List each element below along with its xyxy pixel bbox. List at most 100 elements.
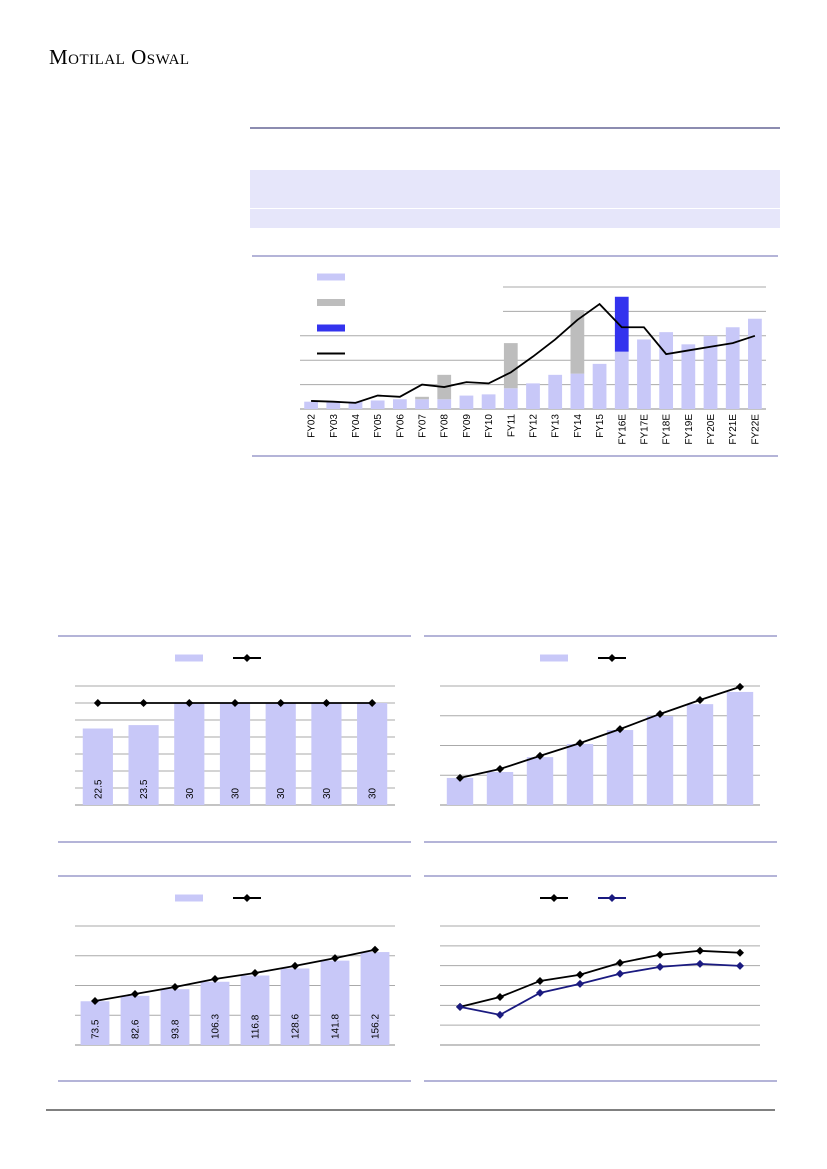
bar [348,401,363,409]
bar [370,400,385,409]
bar [606,730,634,805]
line [459,962,741,1016]
marker [93,699,102,707]
bar [357,703,388,805]
marker [322,699,331,707]
bar [415,399,429,409]
legend-marker [608,894,616,902]
bar [681,344,696,409]
bar [526,383,540,409]
marker [736,948,744,957]
marker [616,969,624,978]
x-tick-label: FY22E [750,414,761,445]
line [459,949,741,1008]
data-label: 30 [185,787,196,799]
bar [80,1001,110,1045]
marker [696,946,704,955]
table-band [250,170,780,208]
bar [570,373,585,409]
bar [360,952,390,1045]
bar [437,399,452,409]
bar [486,771,514,805]
x-tick-label: FY13 [551,414,562,438]
marker [576,970,584,979]
bar [526,757,554,805]
bar [240,975,270,1045]
bar [265,703,296,805]
x-tick-label: FY20E [706,414,717,445]
x-tick-label: FY12 [529,414,540,438]
x-tick-label: FY16E [617,414,628,445]
marker [368,699,377,707]
bar [219,703,251,805]
bar [748,318,762,409]
bar [200,981,230,1045]
data-label: 30 [322,787,333,799]
marker [231,699,239,707]
bar [311,703,342,805]
legend-swatch [175,894,203,902]
bar [415,396,429,400]
legend-swatch [540,654,568,662]
bar [326,401,341,409]
bar [174,703,205,805]
legend-swatch [317,299,345,306]
x-tick-label: FY06 [395,414,406,438]
marker [616,958,624,967]
bar [392,399,407,409]
marker [331,954,339,963]
bar [82,728,113,805]
x-tick-label: FY03 [329,414,340,438]
x-tick-label: FY17E [639,414,650,445]
data-label: 93.8 [171,1019,182,1039]
marker [291,961,299,970]
marker [496,993,504,1002]
data-label: 156.2 [371,1014,382,1039]
data-label: 73.5 [91,1019,102,1039]
line [94,948,376,1002]
marker [656,950,664,959]
x-tick-label: FY08 [440,414,451,438]
table-band [250,209,780,228]
marker [276,699,285,707]
x-tick-label: FY19E [684,414,695,445]
marker [185,699,194,707]
bar [481,394,496,409]
bar [646,716,674,805]
bar [592,363,607,409]
marker [576,979,584,988]
marker [536,976,544,985]
legend-marker [243,654,251,662]
bar [614,296,629,352]
bar [703,335,718,409]
x-tick-label: FY15 [595,414,606,438]
bar [503,343,518,389]
bar [503,388,518,409]
brand: Motilal Oswal [49,45,190,69]
marker [656,709,664,718]
x-tick-label: FY14 [573,414,584,438]
legend-swatch [317,273,345,281]
bar [659,332,674,409]
legend-marker [550,894,558,902]
marker [251,969,259,978]
x-tick-label: FY04 [351,414,362,438]
data-label: 22.5 [93,779,104,799]
marker [656,962,664,971]
bar [566,744,594,805]
bar [304,401,318,409]
marker [576,739,584,748]
bar [446,777,474,805]
legend-swatch [317,324,345,332]
marker [131,990,139,999]
legend-swatch [175,654,203,662]
bar [548,374,563,409]
data-label: 106.3 [211,1014,222,1039]
marker [736,682,744,691]
marker [536,988,544,997]
marker [496,765,504,774]
bar [280,968,310,1045]
marker [139,699,148,707]
